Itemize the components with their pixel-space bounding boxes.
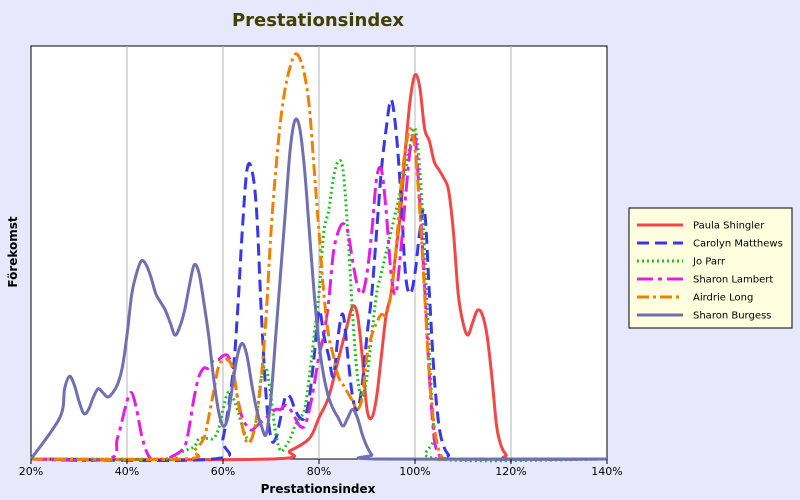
series-group — [29, 52, 608, 463]
series-line-sharon-burgess — [29, 117, 608, 461]
x-tick-label: 80% — [307, 465, 331, 478]
series-line-jo-parr — [30, 126, 608, 463]
x-axis: 20% 40% 60% 80% 100% 120% 140% — [19, 459, 623, 478]
x-axis-title: Prestationsindex — [261, 482, 376, 496]
legend-label-carolyn-matthews: Carolyn Matthews — [693, 239, 783, 250]
legend: Paula Shingler Carolyn Matthews Jo Parr Sha… — [628, 207, 793, 329]
x-tick-label: 100% — [399, 465, 430, 478]
x-tick-label: 60% — [211, 465, 235, 478]
legend-label-sharon-lambert: Sharon Lambert — [693, 275, 773, 286]
y-axis-title: Förekomst — [6, 216, 20, 288]
legend-label-jo-parr: Jo Parr — [692, 257, 726, 268]
legend-label-paula-shingler: Paula Shingler — [693, 221, 765, 232]
legend-label-airdrie-long: Airdrie Long — [693, 293, 753, 304]
series-line-paula-shingler — [30, 72, 608, 462]
x-tick-label: 20% — [19, 465, 43, 478]
x-tick-label: 40% — [115, 465, 139, 478]
legend-box — [628, 207, 793, 329]
series-line-sharon-lambert — [30, 132, 607, 463]
chart-title: Prestationsindex — [232, 10, 404, 31]
x-tick-label: 140% — [591, 465, 622, 478]
legend-label-sharon-burgess: Sharon Burgess — [693, 311, 771, 322]
grid-lines — [126, 46, 512, 459]
x-tick-label: 120% — [495, 465, 526, 478]
